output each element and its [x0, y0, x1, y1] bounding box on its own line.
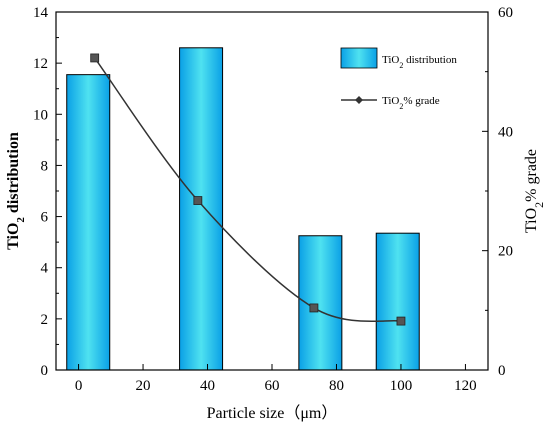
y-left-tick-label: 14 [33, 5, 49, 21]
y-left-tick-label: 4 [41, 261, 49, 277]
y-axis-left-title: TiO2 distribution [5, 132, 27, 250]
bar-series [66, 47, 420, 371]
y-left-tick-label: 12 [33, 56, 48, 72]
y-axis-right-title: TiO2% grade [523, 149, 546, 233]
x-tick-label: 100 [390, 378, 413, 394]
y-left-tick-label: 8 [41, 158, 49, 174]
y-right-tick-label: 60 [498, 5, 513, 21]
x-axis-title: Particle size（μm） [207, 404, 338, 422]
x-tick-label: 80 [329, 378, 344, 394]
legend-bar-swatch [340, 47, 378, 69]
grade-point [396, 316, 406, 326]
legend: TiO2 distribution TiO2% grade [340, 47, 457, 111]
grade-point [90, 53, 100, 63]
grade-point [309, 303, 319, 313]
bar [375, 232, 420, 371]
y-right-tick-label: 40 [498, 124, 513, 140]
legend-bar-label: TiO2 distribution [382, 54, 457, 70]
y-left-tick-label: 2 [41, 312, 49, 328]
y-right-tick-label: 20 [498, 244, 513, 260]
y-axis-left: 0 2 4 6 8 10 12 14 [33, 5, 62, 379]
legend-line-marker [355, 96, 363, 104]
x-tick-label: 120 [454, 378, 477, 394]
bar [66, 74, 111, 371]
legend-line-label: TiO2% grade [382, 95, 440, 111]
x-tick-label: 60 [265, 378, 280, 394]
x-tick-label: 0 [75, 378, 83, 394]
x-tick-label: 20 [136, 378, 151, 394]
line-series [90, 53, 406, 326]
x-tick-label: 40 [200, 378, 215, 394]
y-right-tick-label: 0 [498, 363, 506, 379]
grade-point [193, 196, 203, 205]
bar [179, 47, 224, 371]
y-left-tick-label: 10 [33, 107, 48, 123]
x-axis: 0 20 40 60 80 100 120 [75, 364, 477, 394]
y-left-tick-label: 0 [41, 363, 49, 379]
y-axis-right: 0 20 40 60 [482, 5, 513, 379]
grade-line [94, 57, 402, 323]
y-left-tick-label: 6 [41, 210, 49, 226]
